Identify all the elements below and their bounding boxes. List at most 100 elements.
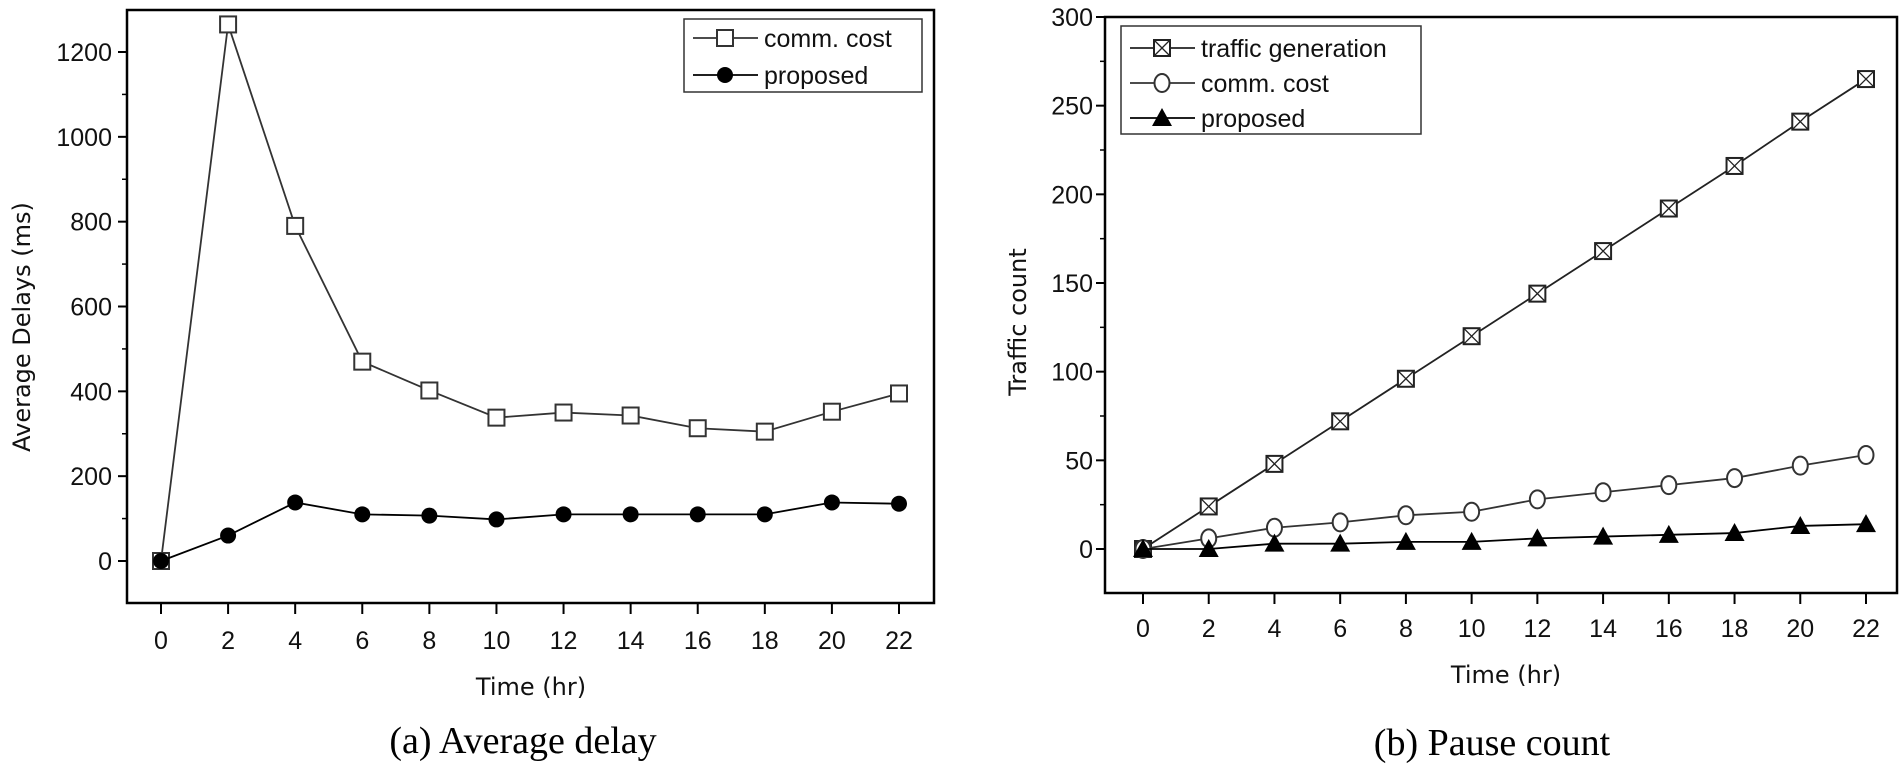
data-point — [1397, 505, 1415, 526]
y-axis-label: Traffic count — [1004, 248, 1032, 396]
x-tick-label: 0 — [1136, 615, 1150, 643]
caption: (b) Pause count — [1374, 722, 1611, 764]
legend-label: traffic generation — [1201, 35, 1387, 63]
data-point — [353, 352, 372, 371]
series-line — [1142, 78, 1867, 550]
data-point — [287, 494, 304, 511]
legend: traffic generation comm. cost proposed — [1120, 25, 1422, 135]
x-axis-label: Time (hr) — [475, 673, 586, 701]
y-tick-label: 50 — [1065, 447, 1093, 475]
x-tick-label: 22 — [1852, 615, 1880, 643]
x-tick-label: 22 — [885, 627, 913, 655]
data-point — [621, 406, 640, 425]
x-tick-label: 10 — [1458, 615, 1486, 643]
x-tick-label: 10 — [483, 627, 511, 655]
x-tick-label: 0 — [154, 627, 168, 655]
data-point — [555, 506, 572, 523]
data-point — [1198, 539, 1219, 557]
data-point-cross — [1200, 497, 1218, 515]
data-point — [1264, 533, 1285, 552]
y-tick-label: 1200 — [56, 39, 112, 67]
data-point — [1660, 475, 1678, 496]
legend-entry: proposed — [1130, 105, 1305, 133]
chart-average-delay: Average Delays (ms) Time (hr) (a) Averag… — [8, 8, 936, 762]
y-tick-label: 400 — [70, 378, 112, 406]
x-tick-label: 20 — [818, 627, 846, 655]
data-point — [1461, 531, 1482, 550]
plot-frame — [1103, 15, 1899, 595]
x-tick-label: 20 — [1786, 615, 1814, 643]
y-tick-label: 600 — [70, 294, 112, 322]
x-tick-label: 14 — [617, 627, 645, 655]
series-comm-cost — [152, 15, 908, 570]
y-tick-label: 800 — [70, 209, 112, 237]
x-tick-label: 16 — [1655, 615, 1683, 643]
x-tick-label: 8 — [422, 627, 436, 655]
data-point — [1790, 515, 1811, 534]
y-tick-label: 1000 — [56, 124, 112, 152]
x-tick-label: 16 — [684, 627, 712, 655]
data-point-cross — [1726, 157, 1744, 175]
y-tick-label: 250 — [1051, 93, 1093, 121]
data-point-cross — [1791, 113, 1809, 131]
data-point — [220, 527, 237, 544]
y-tick-label: 100 — [1051, 359, 1093, 387]
x-tick-label: 8 — [1399, 615, 1413, 643]
legend-entry: comm. cost — [693, 25, 892, 53]
x-tick-label: 6 — [355, 627, 369, 655]
data-point — [286, 216, 305, 235]
caption: (a) Average delay — [389, 720, 656, 762]
legend-label: comm. cost — [1201, 70, 1329, 98]
x-tick-label: 2 — [221, 627, 235, 655]
data-point — [219, 15, 238, 34]
series-line — [160, 24, 900, 562]
data-point — [1726, 468, 1744, 489]
legend-marker — [716, 29, 734, 47]
series-proposed — [153, 494, 907, 569]
data-point — [755, 422, 774, 441]
series-line — [1143, 523, 1867, 550]
data-point — [1528, 489, 1546, 510]
legend-label: proposed — [764, 62, 868, 90]
y-tick-label: 0 — [1079, 536, 1093, 564]
data-point — [354, 506, 371, 523]
y-tick-label: 200 — [1051, 181, 1093, 209]
y-axis-label: Average Delays (ms) — [8, 202, 36, 452]
plot-frame — [125, 8, 936, 605]
data-point-cross — [1857, 70, 1875, 88]
data-point — [1724, 523, 1745, 542]
series-comm-cost — [1134, 445, 1875, 559]
data-point — [421, 507, 438, 524]
x-tick-label: 12 — [1523, 615, 1551, 643]
data-point — [554, 403, 573, 422]
legend-entry: traffic generation — [1130, 35, 1387, 63]
legend-entry: proposed — [693, 62, 868, 90]
data-point — [1331, 512, 1349, 533]
series-proposed — [1133, 514, 1876, 557]
data-point — [420, 381, 439, 400]
data-point-cross — [1528, 285, 1546, 303]
chart-pause-count: Traffic count Time (hr) (b) Pause count … — [1004, 4, 1899, 764]
legend-entry: comm. cost — [1130, 70, 1329, 98]
data-point — [891, 495, 907, 512]
data-point — [689, 506, 706, 523]
data-point — [487, 408, 506, 427]
x-tick-label: 14 — [1589, 615, 1617, 643]
data-point-cross — [1463, 327, 1481, 345]
x-tick-label: 18 — [1721, 615, 1749, 643]
legend-marker-cross — [1153, 39, 1171, 57]
x-tick-label: 4 — [288, 627, 302, 655]
y-tick-label: 150 — [1051, 270, 1093, 298]
data-point — [1133, 539, 1153, 557]
legend-marker — [1153, 73, 1171, 93]
data-point — [488, 511, 505, 528]
x-tick-label: 2 — [1202, 615, 1216, 643]
legend-marker — [1152, 108, 1172, 126]
data-point — [822, 402, 841, 421]
data-point — [1856, 514, 1876, 533]
data-point — [756, 506, 773, 523]
x-tick-label: 12 — [550, 627, 578, 655]
data-point — [1527, 528, 1548, 547]
data-point — [1330, 533, 1351, 552]
